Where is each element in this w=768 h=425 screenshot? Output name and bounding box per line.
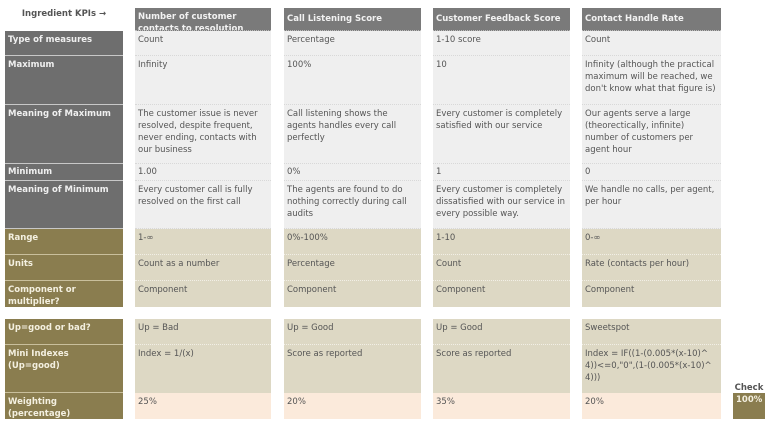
row-label-meaning-of-maximum: Meaning of Maximum xyxy=(5,105,123,164)
table-cell: Component xyxy=(433,281,570,307)
table-cell: Infinity (although the practical maximum… xyxy=(582,56,721,105)
table-cell: Count as a number xyxy=(135,255,271,281)
table-cell: 0-∞ xyxy=(582,229,721,255)
table-cell: Up = Good xyxy=(284,319,421,345)
table-cell: Every customer is completely dissatisfie… xyxy=(433,181,570,229)
table-cell: 0% xyxy=(284,164,421,181)
table-cell: The agents are found to do nothing corre… xyxy=(284,181,421,229)
table-cell: 1-10 xyxy=(433,229,570,255)
table-cell: Count xyxy=(582,31,721,56)
table-cell: The customer issue is never resolved, de… xyxy=(135,105,271,164)
column-header-call-listening: Call Listening Score xyxy=(284,8,421,31)
table-cell: Count xyxy=(433,255,570,281)
table-cell: Every customer call is fully resolved on… xyxy=(135,181,271,229)
corner-label: Ingredient KPIs → xyxy=(21,9,107,19)
table-cell: Index = IF((1-(0.005*(x-10)^4))<=0,"0",(… xyxy=(582,345,721,393)
table-cell: 20% xyxy=(284,393,421,419)
table-cell: Component xyxy=(582,281,721,307)
column-header-contact-handle-rate: Contact Handle Rate xyxy=(582,8,721,31)
row-label-units: Units xyxy=(5,255,123,281)
table-cell: Component xyxy=(135,281,271,307)
table-cell: 10 xyxy=(433,56,570,105)
row-label-maximum: Maximum xyxy=(5,56,123,105)
row-label-type-of-measures: Type of measures xyxy=(5,31,123,56)
table-cell: 100% xyxy=(284,56,421,105)
table-cell: 0 xyxy=(582,164,721,181)
table-cell: Rate (contacts per hour) xyxy=(582,255,721,281)
table-cell: Count xyxy=(135,31,271,56)
table-cell: Index = 1/(x) xyxy=(135,345,271,393)
table-cell: 1-10 score xyxy=(433,31,570,56)
column-header-contacts: Number of customer contacts to resolutio… xyxy=(135,8,271,31)
row-label-mini-indexes: Mini Indexes (Up=good) xyxy=(5,345,123,393)
table-cell: 1.00 xyxy=(135,164,271,181)
table-cell: We handle no calls, per agent, per hour xyxy=(582,181,721,229)
row-label-component-or-multiplier: Component or multiplier? xyxy=(5,281,123,307)
row-label-up-good-or-bad: Up=good or bad? xyxy=(5,319,123,345)
column-header-customer-feedback: Customer Feedback Score xyxy=(433,8,570,31)
table-cell: Percentage xyxy=(284,31,421,56)
table-cell: 1-∞ xyxy=(135,229,271,255)
table-cell: Call listening shows the agents handles … xyxy=(284,105,421,164)
row-label-weighting: Weighting (percentage) xyxy=(5,393,123,419)
row-label-minimum: Minimum xyxy=(5,164,123,181)
table-cell: Infinity xyxy=(135,56,271,105)
table-cell: Component xyxy=(284,281,421,307)
table-cell: Up = Bad xyxy=(135,319,271,345)
table-cell: 35% xyxy=(433,393,570,419)
table-cell: Percentage xyxy=(284,255,421,281)
table-cell: Every customer is completely satisfied w… xyxy=(433,105,570,164)
table-cell: Our agents serve a large (theorectically… xyxy=(582,105,721,164)
row-label-meaning-of-minimum: Meaning of Minimum xyxy=(5,181,123,229)
check-label: Check xyxy=(734,383,764,393)
table-cell: 0%-100% xyxy=(284,229,421,255)
table-cell: 20% xyxy=(582,393,721,419)
table-cell: Sweetspot xyxy=(582,319,721,345)
row-label-range: Range xyxy=(5,229,123,255)
table-cell: Up = Good xyxy=(433,319,570,345)
table-cell: Score as reported xyxy=(433,345,570,393)
table-cell: 1 xyxy=(433,164,570,181)
table-cell: Score as reported xyxy=(284,345,421,393)
table-cell: 25% xyxy=(135,393,271,419)
check-value: 100% xyxy=(733,393,765,419)
